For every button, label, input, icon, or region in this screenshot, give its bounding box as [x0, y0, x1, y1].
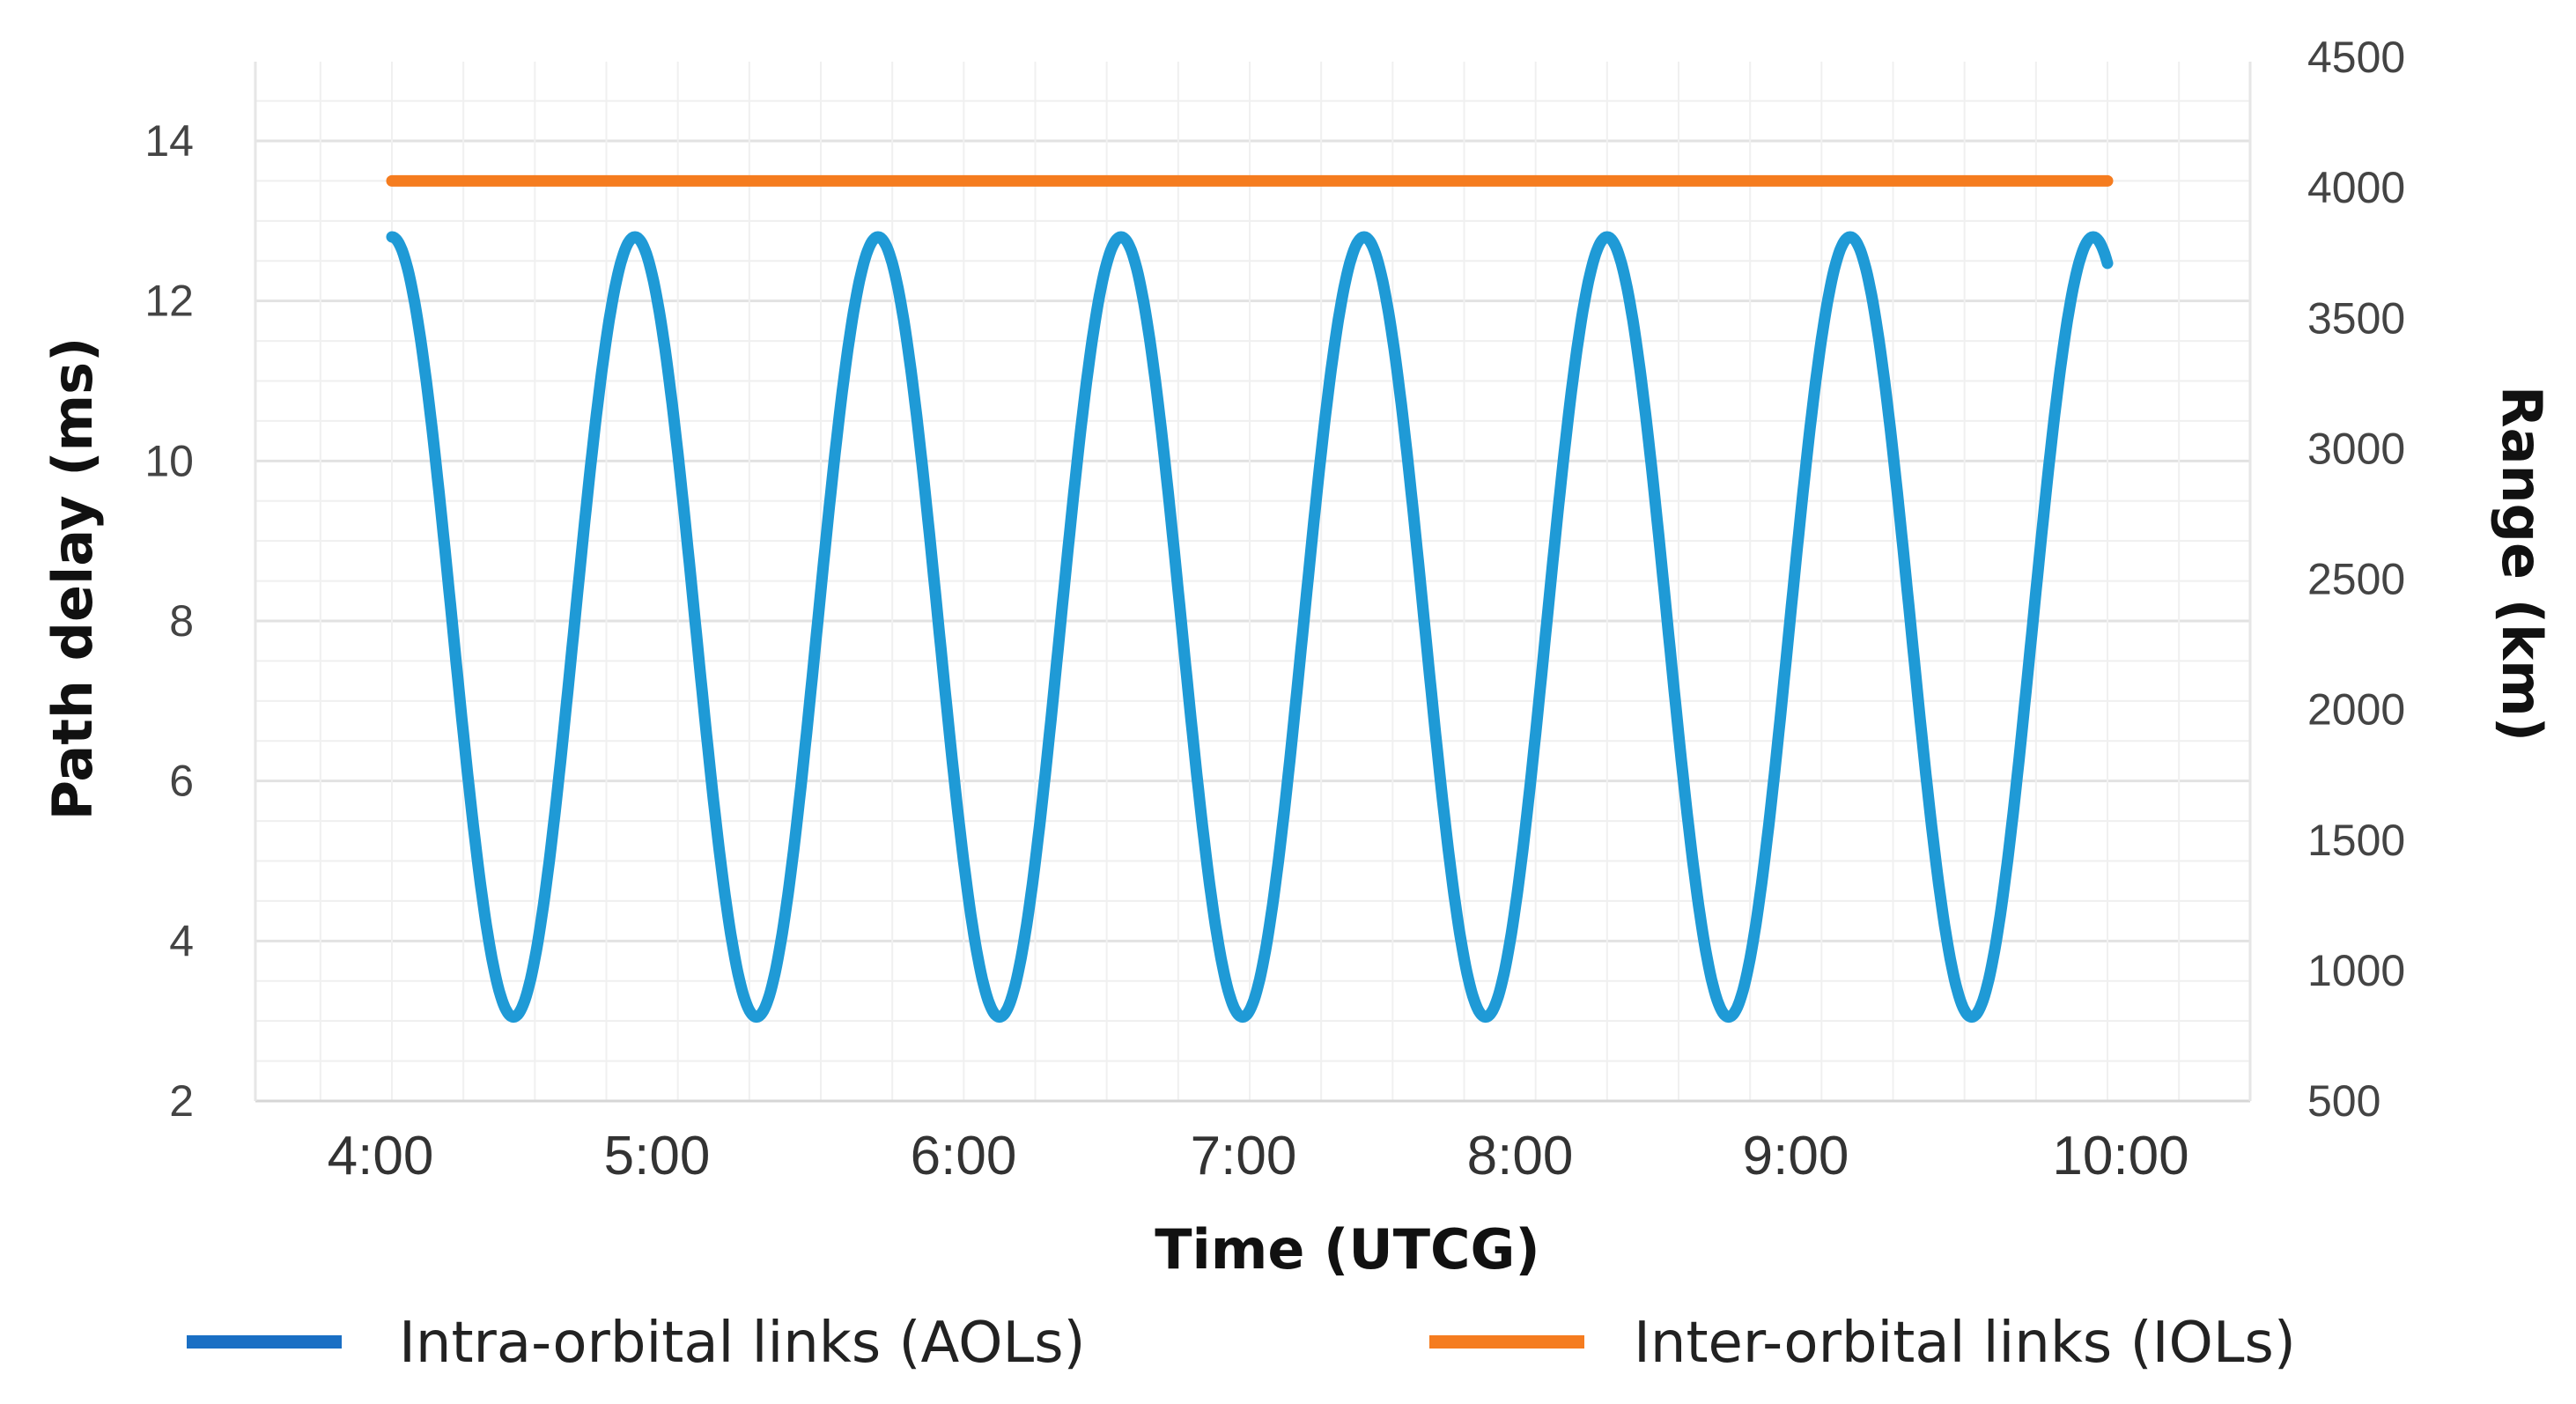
y-tick-label: 2 [169, 1076, 194, 1126]
y-axis-ticks: 2 4 6 8 10 12 14 [144, 116, 194, 1126]
y-tick-label: 4 [169, 916, 194, 965]
x-axis-ticks: 4:00 5:00 6:00 7:00 8:00 9:00 10:00 [328, 1126, 2189, 1186]
y2-tick-label: 1000 [2307, 946, 2405, 995]
legend: Intra-orbital links (AOLs) Inter-orbital… [187, 1311, 2296, 1376]
y-axis-title: Path delay (ms) [41, 337, 105, 821]
y2-axis-ticks: 500 1000 1500 2000 2500 3000 3500 4000 4500 [2307, 33, 2405, 1126]
x-tick-label: 7:00 [1191, 1126, 1297, 1186]
y-tick-label: 14 [144, 116, 194, 166]
x-tick-label: 5:00 [604, 1126, 711, 1186]
y-tick-label: 10 [144, 436, 194, 485]
y2-axis-title: Range (km) [2490, 386, 2554, 742]
x-tick-label: 8:00 [1467, 1126, 1574, 1186]
x-tick-label: 6:00 [911, 1126, 1017, 1186]
y2-tick-label: 3500 [2307, 293, 2405, 343]
y2-tick-label: 500 [2307, 1076, 2380, 1126]
grid [255, 62, 2250, 1103]
legend-swatch-iol [1429, 1335, 1584, 1349]
y2-tick-label: 4500 [2307, 33, 2405, 82]
x-tick-label: 4:00 [328, 1126, 434, 1186]
y2-tick-label: 1500 [2307, 816, 2405, 865]
legend-label-aol: Intra-orbital links (AOLs) [399, 1311, 1086, 1376]
y-tick-label: 6 [169, 757, 194, 806]
y-tick-label: 8 [169, 596, 194, 646]
legend-label-iol: Inter-orbital links (IOLs) [1634, 1311, 2296, 1376]
x-tick-label: 10:00 [2052, 1126, 2188, 1186]
legend-swatch-aol [187, 1335, 342, 1349]
plot-frame [254, 62, 2252, 1103]
y2-tick-label: 2000 [2307, 685, 2405, 735]
x-axis-title: Time (UTCG) [1155, 1217, 1539, 1282]
series-line-aol [386, 231, 2114, 1023]
y2-tick-label: 3000 [2307, 424, 2405, 473]
series-layer [386, 174, 2114, 1023]
x-tick-label: 9:00 [1743, 1126, 1849, 1186]
y2-tick-label: 2500 [2307, 555, 2405, 604]
y2-tick-label: 4000 [2307, 163, 2405, 212]
y-tick-label: 12 [144, 277, 194, 326]
